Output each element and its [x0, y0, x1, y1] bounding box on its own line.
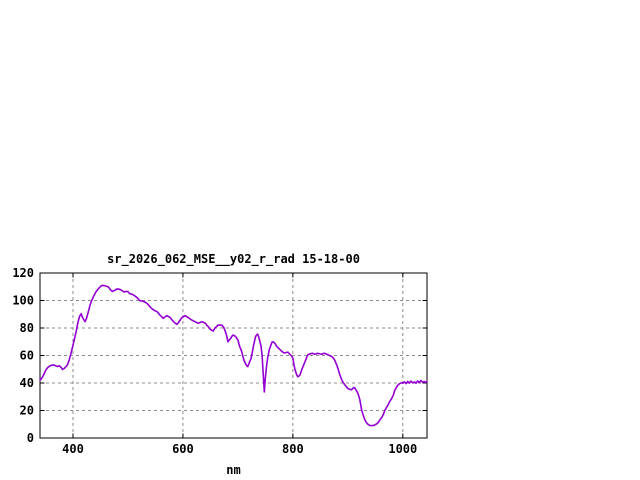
y-tick-label: 120 [12, 266, 34, 280]
y-tick-label: 20 [20, 404, 34, 418]
x-axis-label: nm [226, 463, 241, 477]
y-tick-label: 0 [27, 431, 34, 445]
y-tick-label: 80 [20, 321, 34, 335]
x-tick-label: 1000 [388, 442, 417, 456]
x-tick-label: 800 [282, 442, 304, 456]
y-tick-label: 100 [12, 294, 34, 308]
x-tick-label: 400 [62, 442, 84, 456]
y-tick-label: 40 [20, 376, 34, 390]
x-tick-label: 600 [172, 442, 194, 456]
y-tick-label: 60 [20, 349, 34, 363]
spectrum-line [39, 284, 428, 427]
chart-title: sr_2026_062_MSE__y02_r_rad 15-18-00 [107, 252, 360, 266]
